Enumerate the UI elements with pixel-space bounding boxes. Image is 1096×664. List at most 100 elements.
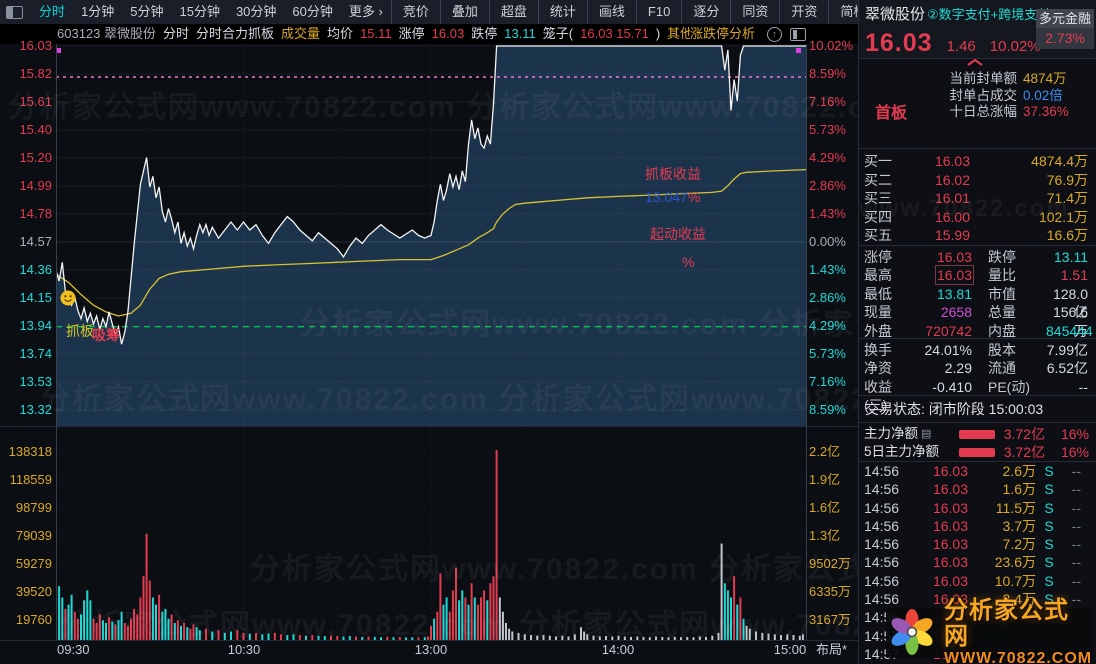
intraday-chart[interactable]: 16.03 15.82 15.61 15.40 15.20 14.99 14.78 14.57… (0, 38, 1096, 664)
stock-name: 翠微股份 (865, 6, 926, 23)
trade-volume: 2.6万 (1002, 463, 1036, 479)
volume-bar (455, 567, 457, 640)
price-axis-label: 15.40 (19, 122, 52, 137)
concept-tag[interactable]: ②数字支付+跨境支付 (927, 7, 1051, 22)
trade-extra: -- (1071, 554, 1081, 571)
trade-price: 16.03 (932, 481, 968, 498)
percent-axis-label: 2.86% (809, 290, 846, 305)
info-segment-6: 涨停 (398, 26, 425, 41)
volume-bar (680, 637, 682, 640)
volume-bar (523, 634, 526, 640)
volume-bar (730, 597, 732, 640)
volume-bar (189, 628, 192, 640)
volume-bar (198, 630, 201, 640)
percent-axis-label: 0.00% (809, 234, 846, 249)
toolbar-tool-8[interactable]: 开资 (779, 0, 828, 24)
volume-bar (773, 634, 776, 640)
volume-bar (592, 635, 595, 640)
volume-bar (83, 600, 86, 640)
right-axis-border (806, 44, 807, 640)
stat-label: 最高 (864, 267, 892, 284)
flow-value: 3.72亿 (1003, 426, 1045, 442)
volume-bar (248, 633, 251, 640)
trade-extra: -- (1071, 481, 1081, 498)
volume-bar (195, 627, 198, 640)
toolbar-period-2[interactable]: 5分钟 (130, 4, 164, 19)
stat-value: 1.51 (1060, 267, 1088, 284)
stat-label: 内盘 (988, 322, 1016, 339)
arrow-up-circle-icon[interactable]: ↑ (767, 26, 782, 42)
volume-bar (586, 634, 589, 640)
stat-value: -0.410 (932, 378, 972, 395)
volume-bar (158, 594, 161, 640)
volume-bar (411, 637, 414, 640)
volume-bar (723, 583, 726, 640)
volume-bar (298, 635, 301, 640)
toolbar-period-0[interactable]: 分时 (39, 4, 66, 19)
volume-bar (61, 597, 64, 640)
volume-bar (458, 600, 461, 640)
sector-box[interactable]: 多元金融 2.73% (1036, 9, 1094, 49)
volume-bar (151, 597, 154, 640)
volume-bar (686, 636, 689, 640)
volume-bar (142, 576, 145, 640)
volume-bar (464, 597, 467, 640)
volume-bar (80, 614, 82, 640)
trading-status: 交易状态: 闭市阶段 15:00:03 (859, 395, 1096, 422)
bid-amount: 16.6万 (1046, 227, 1088, 243)
price-axis-label: 13.94 (19, 318, 52, 333)
board-status-badge: 首板 (875, 105, 908, 122)
limit-analysis-link[interactable]: 涨跌停分析 (689, 26, 755, 41)
percent-axis-label: 5.73% (809, 346, 846, 361)
toolbar-tool-4[interactable]: 画线 (586, 0, 636, 24)
tick-trade-list[interactable]: 14:56 16.03 2.6万 S -- 14:56 16.03 1.6万 S -- 14:56 1… (859, 461, 1096, 664)
sector-name[interactable]: 多元金融 (1036, 9, 1094, 28)
volume-bar (373, 636, 376, 640)
info-segment-4: 均价 (327, 26, 354, 41)
volume-bar (133, 608, 136, 640)
volume-bar (98, 614, 101, 640)
price-axis-label: 14.15 (19, 290, 52, 305)
bid-price: 15.99 (934, 227, 970, 243)
toolbar-tool-9[interactable]: 简框 (828, 0, 858, 24)
bid-amount: 102.1万 (1038, 208, 1088, 225)
stat-label: 量比 (988, 267, 1016, 284)
volume-bar (561, 635, 564, 640)
trade-time: 14:56 (864, 499, 900, 516)
bid-label: 买五 (864, 227, 892, 243)
split-panel-icon[interactable] (790, 27, 806, 41)
toolbar-period-3[interactable]: 15分钟 (179, 4, 220, 19)
toolbar-period-4[interactable]: 30分钟 (235, 4, 277, 19)
trade-side: S (1044, 463, 1054, 479)
toolbar-tool-0[interactable]: 竞价 (390, 0, 440, 24)
board-row: 封单占成交 0.02倍 (939, 88, 1091, 104)
volume-bar (517, 632, 520, 640)
bid-label: 买三 (864, 190, 892, 206)
info-segment-13[interactable]: 其他金融服务 (667, 26, 690, 41)
volume-bar (736, 604, 739, 640)
layout-tab[interactable]: 布局* (816, 642, 848, 657)
toolbar-tool-3[interactable]: 统计 (537, 0, 587, 24)
toolbar-tool-6[interactable]: 逐分 (681, 0, 730, 24)
toolbar-period-1[interactable]: 1分钟 (81, 4, 115, 19)
intraday-plot-svg[interactable] (56, 44, 806, 640)
toolbar-tool-7[interactable]: 同资 (730, 0, 779, 24)
volume-bar (355, 636, 357, 640)
window-split-icon[interactable] (6, 5, 23, 19)
toolbar-period-6[interactable]: 更多 › (348, 4, 383, 19)
toolbar-tool-1[interactable]: 叠加 (439, 0, 489, 24)
volume-bar (92, 618, 95, 640)
amount-axis-label: 9502万 (809, 556, 851, 571)
toolbar-tool-5[interactable]: F10 (635, 0, 681, 24)
volume-bar (145, 533, 148, 640)
toolbar-period-5[interactable]: 60分钟 (292, 4, 333, 19)
board-row: 当前封单额 4874万 (939, 71, 1091, 87)
toolbar-tool-2[interactable]: 超盘 (488, 0, 538, 24)
stat-value: 13.11 (1054, 249, 1088, 265)
stat-label: 市值 (988, 285, 1016, 302)
stat-value: 2.29 (944, 360, 972, 377)
percent-axis-label: 5.73% (809, 122, 846, 137)
collapse-chevron-icon[interactable] (965, 58, 985, 67)
volume-bar (242, 632, 245, 640)
trade-row: 14:56 16.03 3.7万 S -- (859, 517, 1096, 535)
